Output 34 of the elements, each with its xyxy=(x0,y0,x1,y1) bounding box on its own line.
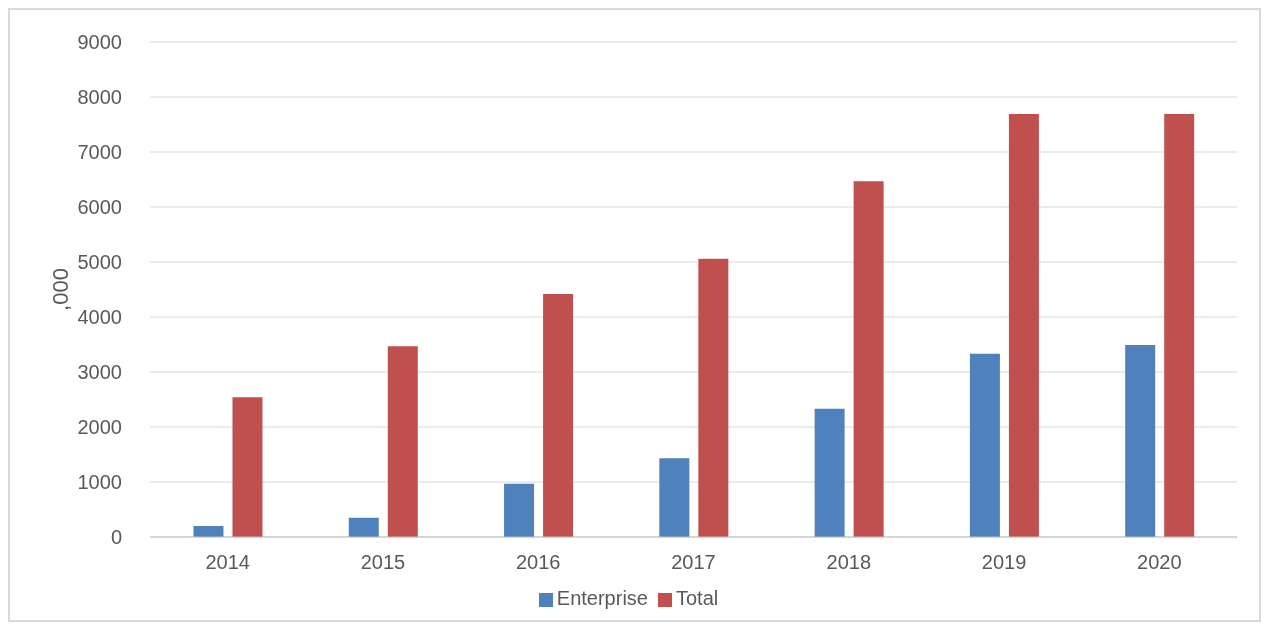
bar xyxy=(193,526,224,537)
bar xyxy=(853,181,884,537)
y-axis-title: ,000 xyxy=(47,268,73,311)
bar xyxy=(1008,114,1039,537)
y-tick-label: 4000 xyxy=(77,306,122,329)
legend-label: Total xyxy=(675,587,719,609)
bar xyxy=(543,293,574,537)
bar xyxy=(348,517,379,537)
x-tick-label: 2019 xyxy=(981,551,1027,574)
y-tick-label: 6000 xyxy=(77,196,122,219)
bar xyxy=(387,346,418,537)
y-tick-label: 7000 xyxy=(77,141,122,164)
bar xyxy=(1164,114,1195,537)
y-tick-label: 1000 xyxy=(77,471,122,494)
y-tick-label: 2000 xyxy=(77,416,122,439)
x-tick-label: 2020 xyxy=(1137,551,1182,574)
y-tick-label: 9000 xyxy=(77,31,122,54)
y-tick-label: 0 xyxy=(110,526,122,549)
bar xyxy=(698,258,729,537)
x-tick-label: 2015 xyxy=(360,551,406,574)
bar xyxy=(659,458,690,537)
y-tick-label: 8000 xyxy=(77,86,122,109)
x-tick-label: 2016 xyxy=(515,551,561,574)
x-tick-label: 2014 xyxy=(205,551,250,574)
bar xyxy=(1125,345,1156,537)
y-tick-label: 5000 xyxy=(77,251,122,274)
legend-label: Enterprise xyxy=(556,587,648,609)
bar xyxy=(814,408,845,537)
y-tick-label: 3000 xyxy=(77,361,122,384)
x-tick-label: 2017 xyxy=(671,551,716,574)
bar xyxy=(232,397,263,537)
bar xyxy=(504,483,535,537)
bar xyxy=(969,353,1000,537)
x-tick-label: 2018 xyxy=(826,551,872,574)
